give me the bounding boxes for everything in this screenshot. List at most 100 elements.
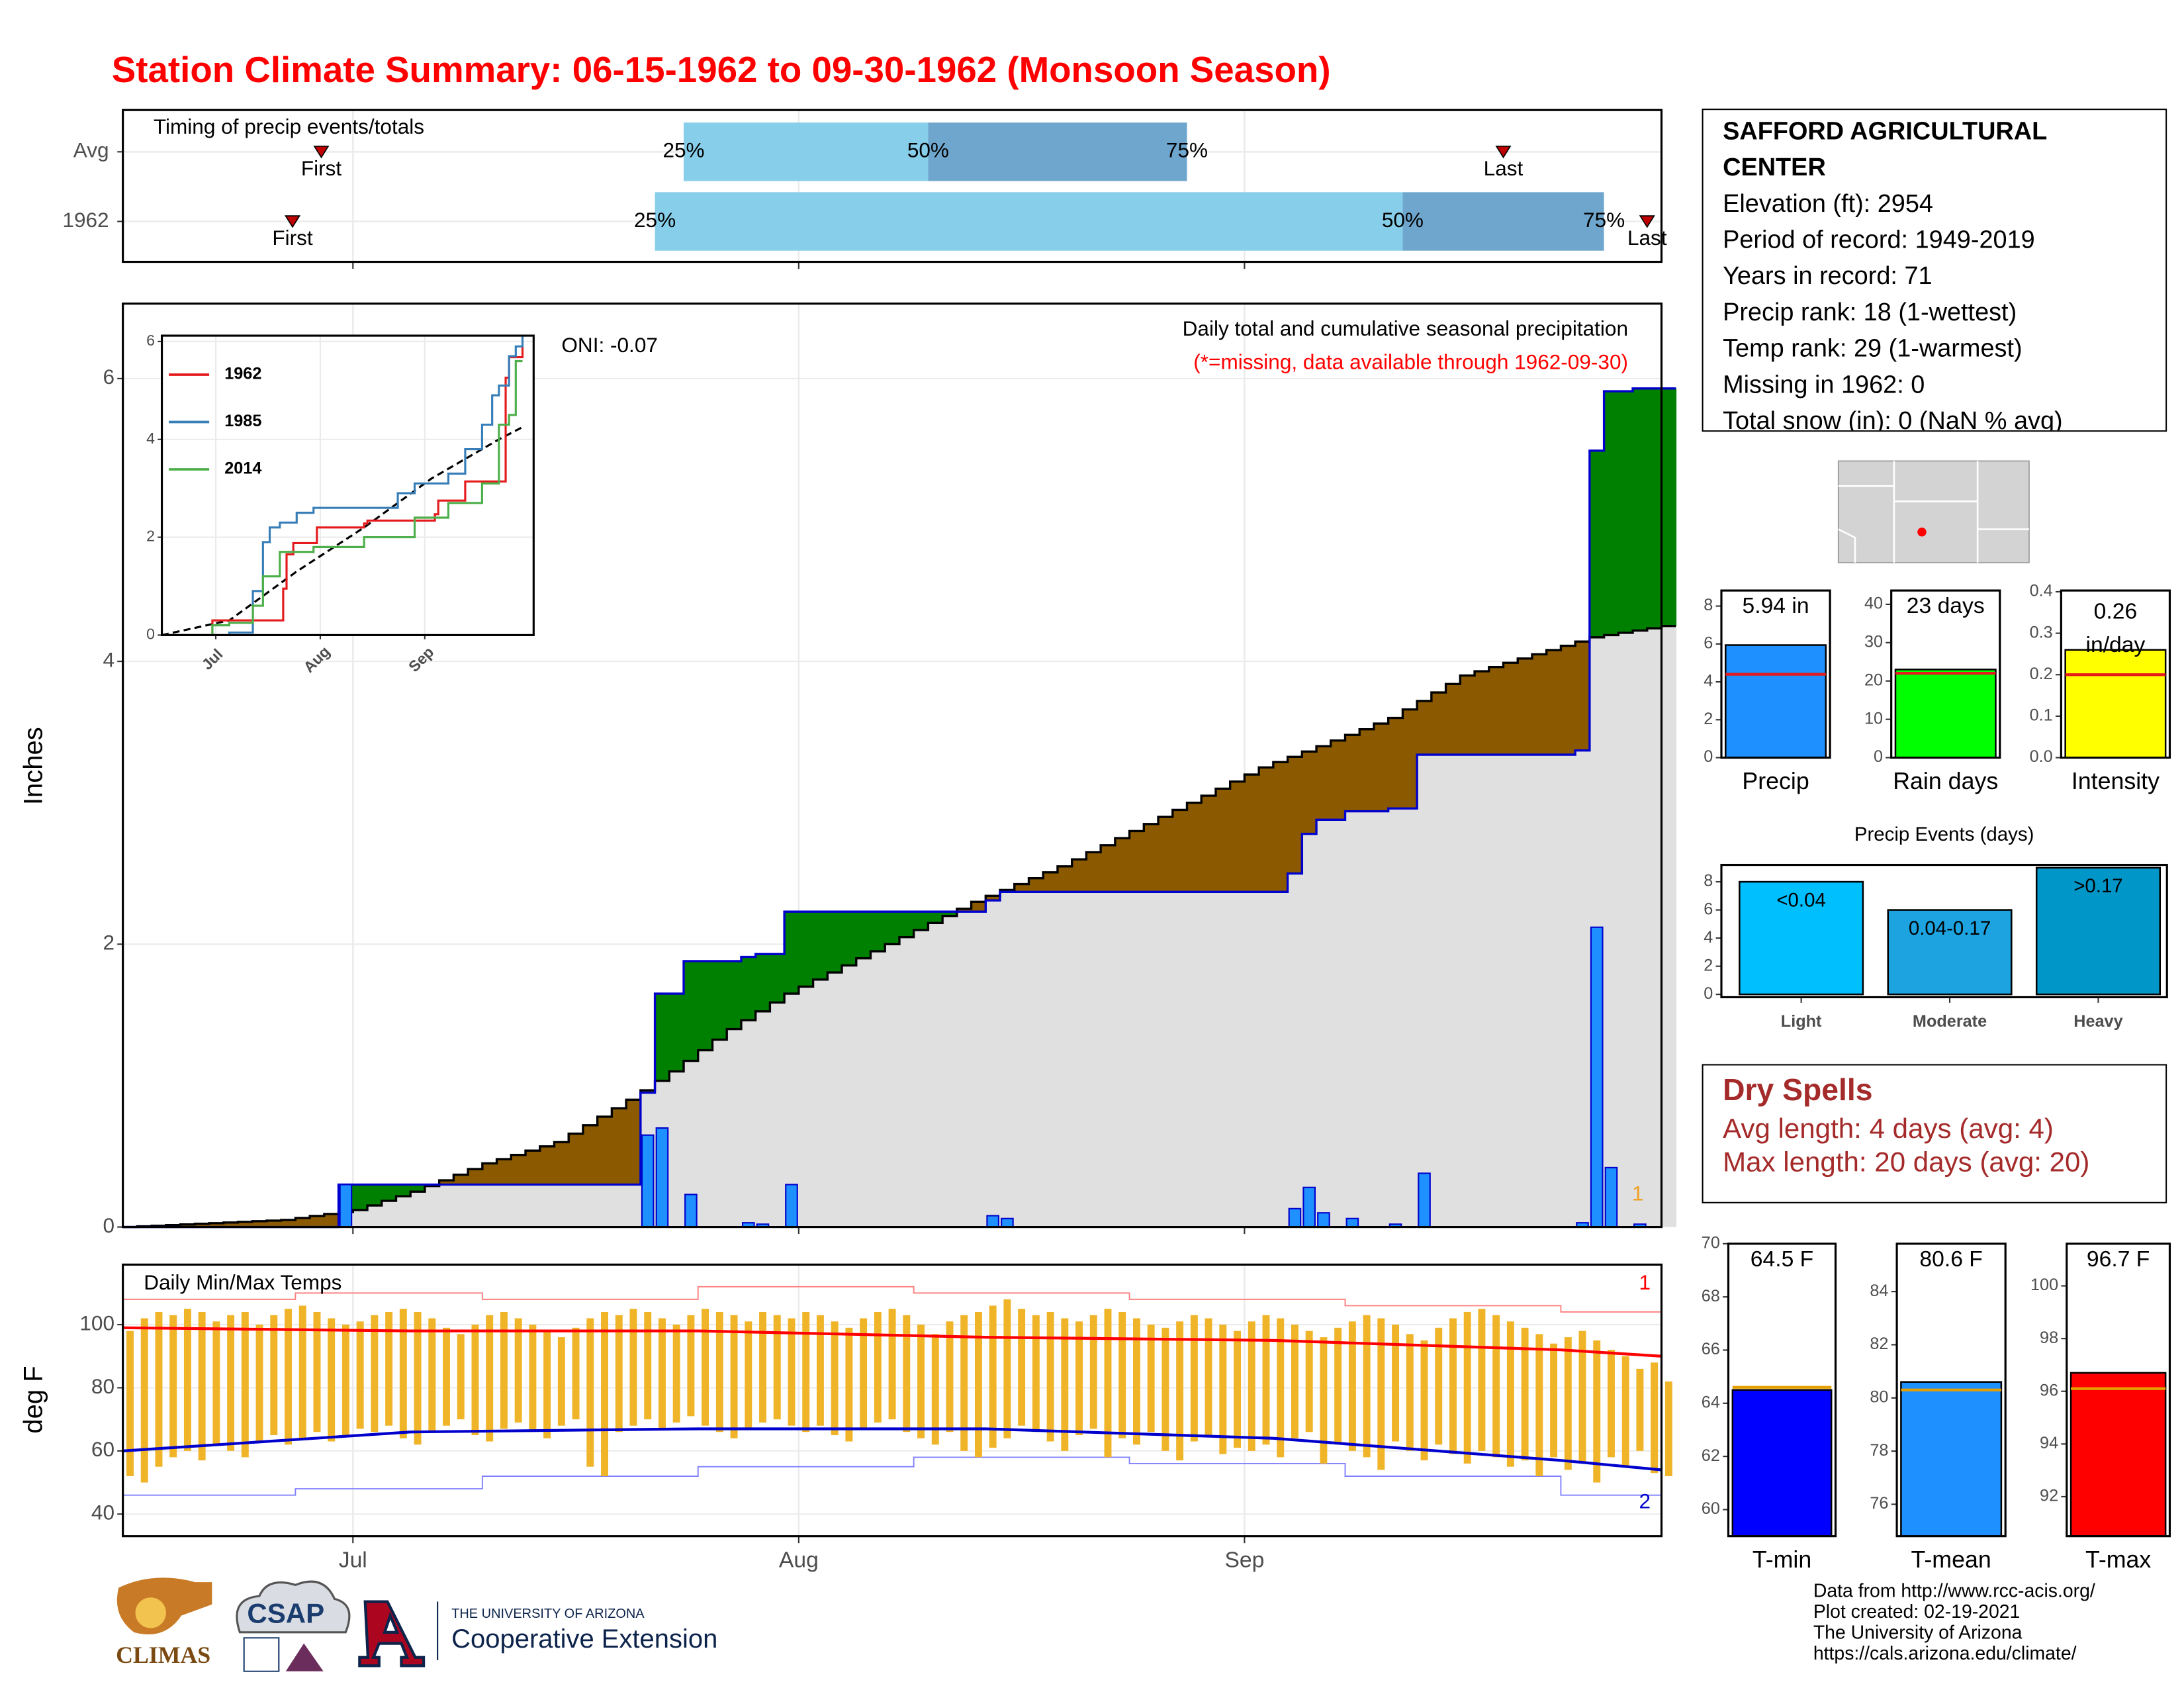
temp-range-bar [715,1311,723,1432]
base-area [1043,892,1058,1227]
event-marker [284,215,301,228]
ua-logo [358,1600,426,1667]
y-tick-label: 8 [1704,872,1713,890]
series-line [161,336,524,636]
deficit-area [482,1163,498,1185]
temp-range-bar [1003,1299,1011,1438]
summary-bar [2064,649,2167,759]
surplus-area [885,912,900,945]
y-tick-label: 84 [1870,1282,1888,1300]
surplus-area [727,961,742,1029]
base-area [381,1201,397,1227]
base-area [539,1184,555,1227]
base-area [612,1184,627,1227]
panel-frame [1895,1243,2007,1538]
csap-text: CSAP [247,1598,324,1629]
deficit-area [1373,724,1389,812]
surplus-area [755,954,771,1011]
footer-line: Data from http://www.rcc-acis.org/ [1813,1580,2095,1601]
temp-range-bar [1075,1321,1083,1436]
panel-frame [122,1263,1663,1538]
deficit-area [1115,838,1130,892]
surplus-area [784,912,799,994]
panel-frame [2066,1243,2171,1538]
y-tick-label: 66 [1702,1340,1720,1358]
csap-grid [243,1637,280,1672]
daily-precip-bar [1001,1217,1014,1228]
x-tick-label: Moderate [1913,1012,1987,1031]
temp-range-bar [1564,1337,1572,1470]
temp-range-bar [313,1311,321,1432]
daily-precip-bar [1345,1217,1359,1228]
temp-range-bar [140,1318,148,1483]
temp-range-bar [1018,1309,1026,1426]
base-area [1518,755,1533,1227]
temp-range-bar [1535,1334,1543,1477]
base-area [1402,808,1418,1227]
temp-range-bar [1521,1327,1529,1461]
surplus-area [1604,391,1619,635]
deficit-area [1086,852,1101,892]
temp-range-bar [1032,1315,1040,1432]
temp-range-bar [860,1318,868,1429]
station-name: SAFFORD AGRICULTURAL CENTER [1723,117,2047,181]
base-area [1259,892,1274,1227]
deficit-area [1172,810,1188,892]
quartile-bar [928,122,1187,181]
deficit-area [597,1116,613,1185]
temp-range-bar [212,1321,220,1445]
base-area [827,972,842,1227]
temp-range-bar [586,1318,594,1467]
y-axis-label: deg F [19,1366,48,1433]
base-area [813,979,829,1227]
base-area [511,1184,526,1227]
base-area [1244,892,1259,1227]
surplus-area [842,912,857,966]
y-tick-label: 60 [91,1437,114,1461]
quartile-bar [655,192,1403,251]
surplus-area [928,912,943,923]
station-line: Period of record: 1949-2019 [1723,225,2035,254]
surplus-area [655,994,670,1081]
chart-title: Daily Min/Max Temps [144,1270,341,1294]
base-area [439,1184,455,1227]
temp-range-bar [198,1311,206,1461]
event-label: First [301,156,342,180]
daily-precip-bar [785,1184,798,1228]
temp-range-bar [1219,1325,1227,1454]
climas-sun [135,1597,166,1628]
base-area [1201,892,1216,1227]
surplus-area [684,961,699,1061]
temp-range-bar [874,1311,882,1423]
panel-frame [122,109,1663,263]
base-area [928,923,943,1227]
temp-range-bar [428,1318,436,1432]
temp-range-bar [845,1327,853,1442]
temp-range-bar [1205,1318,1212,1436]
surplus-area [1647,388,1662,629]
base-area [496,1184,512,1227]
temp-range-bar [1132,1318,1140,1445]
bin-label: 0.04-0.17 [1909,917,1991,939]
event-marker [313,146,330,159]
temp-range-bar [1478,1309,1486,1451]
temp-range-bar [543,1331,551,1438]
event-label: Last [1627,226,1667,250]
legend-label: 1962 [224,365,261,383]
y-tick-label: 0 [146,626,155,643]
temp-range-bar [1636,1368,1644,1451]
record-low-count: 2 [1639,1489,1651,1513]
y-tick-label: 0 [1874,747,1883,766]
temp-range-bar [414,1311,422,1445]
y-tick-label: 4 [146,430,155,447]
y-tick-label: 68 [1702,1287,1720,1305]
temp-range-bar [1463,1311,1471,1464]
daily-precip-bar [1288,1207,1302,1228]
value-label: 96.7 F [2087,1247,2150,1272]
summary-bar [1900,1381,2003,1537]
temp-range-bar [529,1325,537,1432]
station-line: Years in record: 71 [1723,261,1933,290]
base-area [1647,628,1662,1227]
station-box: SAFFORD AGRICULTURAL CENTER Elevation (ft… [1702,109,2167,432]
deficit-area [324,1213,340,1227]
